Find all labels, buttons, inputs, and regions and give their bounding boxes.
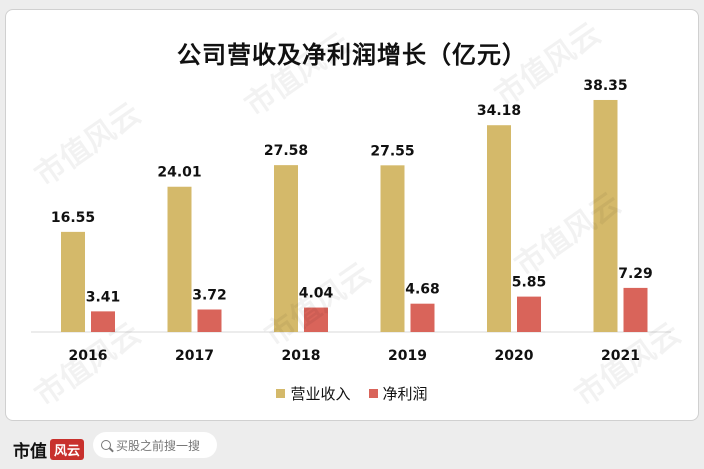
data-label-net-profit-2021: 7.29 (618, 266, 653, 282)
legend-item-net-profit: 净利润 (368, 383, 428, 404)
search-box[interactable]: 买股之前搜一搜 (93, 432, 217, 458)
search-icon (101, 440, 111, 450)
data-label-revenue-2018: 27.58 (264, 143, 308, 159)
x-tick-label-2017: 2017 (175, 348, 214, 364)
bar-revenue-2016 (61, 231, 85, 332)
bar-revenue-2019 (380, 165, 405, 332)
data-label-revenue-2021: 38.35 (583, 78, 627, 94)
x-tick-label-2021: 2021 (601, 348, 640, 364)
bar-chart: 16.55 3.41 2016 24.01 3.72 2017 27.58 4.04 2018 2… (31, 78, 671, 364)
chart-title: 公司营收及净利润增长（亿元） (177, 41, 527, 69)
brand-text: 市值 (13, 442, 47, 462)
data-label-revenue-2017: 24.01 (157, 165, 201, 181)
legend-swatch-net-profit (368, 389, 378, 398)
data-label-net-profit-2019: 4.68 (405, 282, 440, 298)
bar-net-profit-2020 (517, 296, 541, 332)
bar-net-profit-2021 (623, 287, 648, 332)
legend-label-revenue: 营业收入 (290, 385, 351, 403)
data-label-revenue-2016: 16.55 (51, 210, 95, 226)
footer-bar: 市值 风云 买股之前搜一搜 (0, 424, 704, 469)
brand-logo: 市值 风云 (13, 437, 85, 462)
data-label-revenue-2020: 34.18 (477, 103, 521, 119)
bar-revenue-2021 (593, 99, 618, 332)
bar-net-profit-2017 (197, 309, 222, 332)
bar-revenue-2018 (274, 165, 298, 332)
data-label-net-profit-2016: 3.41 (86, 289, 121, 305)
chart-card: 公司营收及净利润增长（亿元） 16.55 3.41 2016 24.01 3.72 201… (5, 9, 699, 421)
x-tick-label-2016: 2016 (69, 348, 108, 364)
x-tick-label-2018: 2018 (282, 348, 321, 364)
bar-net-profit-2016 (91, 311, 115, 332)
x-tick-label-2019: 2019 (388, 348, 427, 364)
brand-seal: 风云 (50, 439, 85, 460)
data-label-revenue-2019: 27.55 (370, 143, 414, 159)
x-tick-label-2020: 2020 (495, 348, 534, 364)
data-label-net-profit-2017: 3.72 (192, 287, 227, 303)
legend: 营业收入 净利润 (6, 383, 698, 404)
bar-revenue-2020 (487, 125, 511, 332)
bar-net-profit-2018 (304, 307, 328, 332)
search-placeholder: 买股之前搜一搜 (116, 438, 201, 453)
data-label-net-profit-2018: 4.04 (299, 286, 334, 302)
legend-item-revenue: 营业收入 (276, 383, 351, 404)
bar-revenue-2017 (167, 186, 192, 332)
data-label-net-profit-2020: 5.85 (512, 275, 547, 291)
bar-net-profit-2019 (410, 303, 435, 332)
legend-swatch-revenue (276, 389, 286, 398)
legend-label-net-profit: 净利润 (382, 385, 428, 403)
